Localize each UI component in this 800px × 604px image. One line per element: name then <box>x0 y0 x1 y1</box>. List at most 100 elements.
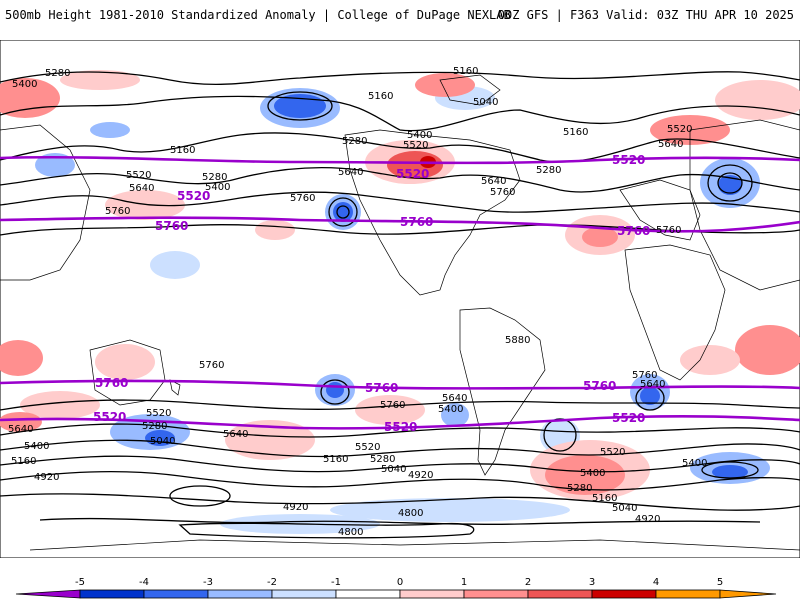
map-canvas: 5280 5160 5400 5160 5040 5280 5400 5520 … <box>0 40 800 558</box>
colorbar-box <box>207 589 273 599</box>
highlight-contour-label: 5520 <box>612 411 645 425</box>
europe-outline <box>619 179 701 241</box>
africa-outline <box>624 244 726 381</box>
contour-label: 5160 <box>368 91 393 102</box>
contour-label: 5640 <box>338 167 363 178</box>
contour-label: 4920 <box>408 470 433 481</box>
contour-5520-south <box>0 414 800 430</box>
contour-label: 5160 <box>453 66 478 77</box>
contour-label: 5640 <box>481 176 506 187</box>
colorbar-box <box>399 589 465 599</box>
contour-label: 5280 <box>142 421 167 432</box>
contour-label: 5280 <box>342 136 367 147</box>
colorbar-ticks: -5 -4 -3 -2 -1 0 1 2 3 4 5 <box>75 577 723 588</box>
colorbar-tick-label: 0 <box>397 577 403 588</box>
contour-label: 5040 <box>150 436 175 447</box>
header: 500mb Height 1981-2010 Standardized Anom… <box>0 0 800 30</box>
contour-label: 4920 <box>635 514 660 525</box>
colorbar-box <box>271 589 337 599</box>
highlight-contour-label: 5760 <box>95 376 128 390</box>
contour-label: 5520 <box>667 124 692 135</box>
colorbar-box <box>79 589 145 599</box>
colorbar-box <box>591 589 657 599</box>
colorbar-tick-label: -5 <box>75 577 85 588</box>
contour-label: 5400 <box>682 458 707 469</box>
contour-label: 5640 <box>8 424 33 435</box>
contour-5760-south <box>0 379 800 390</box>
contour-label: 5640 <box>223 429 248 440</box>
australia-outline <box>89 339 166 406</box>
contour-label: 5040 <box>381 464 406 475</box>
contour-label: 5760 <box>632 370 657 381</box>
highlight-contour-label: 5760 <box>155 219 188 233</box>
anomaly-colorbar: -5 -4 -3 -2 -1 0 1 2 3 4 5 <box>0 570 800 600</box>
contour-label: 5160 <box>11 456 36 467</box>
contour-label: 5400 <box>24 441 49 452</box>
highlight-contour-label: 5760 <box>617 224 650 238</box>
contour-label: 5160 <box>323 454 348 465</box>
contour-label: 5160 <box>592 493 617 504</box>
colorbar-box <box>335 589 401 599</box>
contour-label: 5640 <box>658 139 683 150</box>
highlight-contours <box>0 155 800 430</box>
colorbar-tick-label: 1 <box>461 577 467 588</box>
contour-label: 5520 <box>126 170 151 181</box>
highlight-contour-label: 5760 <box>583 379 616 393</box>
colorbar-arrow-right <box>719 589 777 599</box>
south-america-outline <box>459 307 546 476</box>
colorbar-tick-label: 4 <box>653 577 659 588</box>
contour-label: 5400 <box>205 182 230 193</box>
contour-label: 4920 <box>34 472 59 483</box>
colorbar-box <box>527 589 593 599</box>
colorbar-tick-label: 5 <box>717 577 723 588</box>
contour-label: 5400 <box>438 404 463 415</box>
contour-label: 5520 <box>355 442 380 453</box>
contour-label: 5280 <box>45 68 70 79</box>
contour-label: 5280 <box>567 483 592 494</box>
contour-label: 5040 <box>612 503 637 514</box>
greenland-outline <box>439 74 501 106</box>
contour-label: 5640 <box>640 379 665 390</box>
contour-label: 5760 <box>490 187 515 198</box>
colorbar-tick-label: 2 <box>525 577 531 588</box>
map-title: 500mb Height 1981-2010 Standardized Anom… <box>5 8 511 22</box>
highlight-contour-label: 5760 <box>365 381 398 395</box>
highlight-contour-label: 5760 <box>400 215 433 229</box>
colorbar-box <box>143 589 209 599</box>
contour-label: 5160 <box>170 145 195 156</box>
contour-label: 5280 <box>202 172 227 183</box>
new-zealand-outline <box>169 379 181 396</box>
contour-label: 5760 <box>656 225 681 236</box>
contour-label: 5520 <box>146 408 171 419</box>
contour-label: 5760 <box>105 206 130 217</box>
highlight-contour-label: 5520 <box>612 153 645 167</box>
contour-label: 5640 <box>442 393 467 404</box>
colorbar-box <box>655 589 721 599</box>
colorbar-svg: -5 -4 -3 -2 -1 0 1 2 3 4 5 <box>15 577 777 599</box>
colorbar-tick-label: -3 <box>203 577 213 588</box>
colorbar-tick-label: 3 <box>589 577 595 588</box>
colorbar-boxes <box>15 589 777 599</box>
contour-5520-north <box>0 155 800 165</box>
contour-label: 5520 <box>403 140 428 151</box>
colorbar-tick-label: -4 <box>139 577 149 588</box>
antarctica-outline <box>29 539 800 551</box>
contour-label: 5760 <box>290 193 315 204</box>
colorbar-box <box>463 589 529 599</box>
highlight-contour-label: 5520 <box>396 167 429 181</box>
contour-label: 5760 <box>380 400 405 411</box>
colorbar-tick-label: -2 <box>267 577 277 588</box>
asia-west-outline <box>0 124 91 281</box>
contour-label: 5040 <box>473 97 498 108</box>
contour-label: 5280 <box>370 454 395 465</box>
contour-labels: 5280 5160 5400 5160 5040 5280 5400 5520 … <box>8 66 707 538</box>
highlight-contour-label: 5520 <box>93 410 126 424</box>
highlight-contour-label: 5520 <box>384 420 417 434</box>
contour-label: 5640 <box>129 183 154 194</box>
contour-label: 5400 <box>580 468 605 479</box>
model-run-info: 00Z GFS | F363 Valid: 03Z THU APR 10 202… <box>497 8 794 22</box>
contour-label: 5520 <box>600 447 625 458</box>
contour-label: 4800 <box>398 508 423 519</box>
contour-5760-north <box>0 216 800 233</box>
highlight-contour-label: 5520 <box>177 189 210 203</box>
